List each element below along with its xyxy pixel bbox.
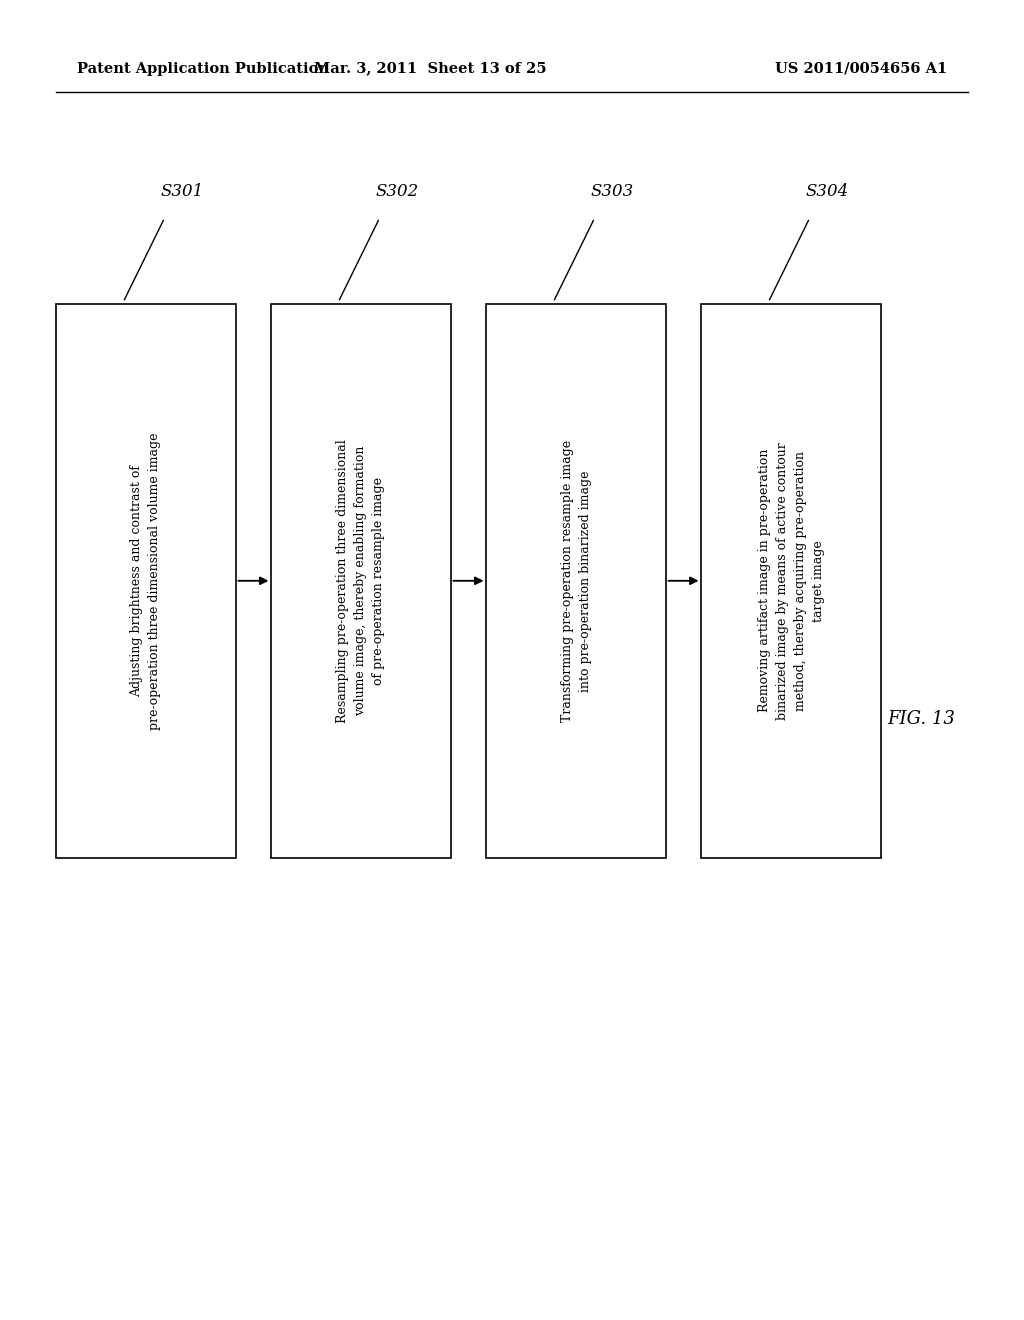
- Text: Resampling pre-operation three dimensional
volume image, thereby enabling format: Resampling pre-operation three dimension…: [337, 440, 385, 722]
- Bar: [271, 304, 451, 858]
- Text: Adjusting brightness and contrast of
pre-operation three dimensional volume imag: Adjusting brightness and contrast of pre…: [130, 432, 162, 730]
- Bar: [56, 304, 236, 858]
- Text: Transforming pre-operation resample image
into pre-operation binarized image: Transforming pre-operation resample imag…: [560, 440, 592, 722]
- Text: Patent Application Publication: Patent Application Publication: [77, 62, 329, 75]
- Text: Mar. 3, 2011  Sheet 13 of 25: Mar. 3, 2011 Sheet 13 of 25: [313, 62, 547, 75]
- Text: Removing artifact image in pre-operation
binarized image by means of active cont: Removing artifact image in pre-operation…: [758, 442, 824, 719]
- Bar: [701, 304, 881, 858]
- Text: US 2011/0054656 A1: US 2011/0054656 A1: [775, 62, 947, 75]
- Text: S303: S303: [590, 183, 634, 199]
- Text: S302: S302: [375, 183, 419, 199]
- Text: FIG. 13: FIG. 13: [888, 710, 955, 729]
- Text: S304: S304: [805, 183, 849, 199]
- Bar: [486, 304, 666, 858]
- Text: S301: S301: [160, 183, 204, 199]
